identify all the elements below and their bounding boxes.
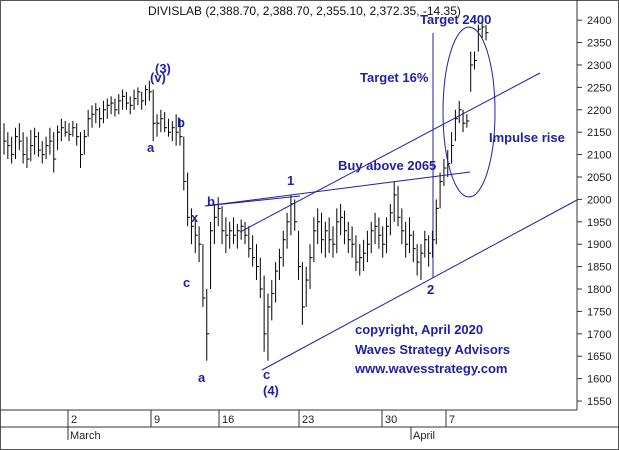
wave-lines [204, 26, 578, 371]
target-16-label: Target 16% [360, 70, 429, 85]
x-tick-label: 7 [449, 414, 455, 426]
x-tick-label: 30 [385, 414, 397, 426]
y-tick-label: 1550 [587, 396, 611, 408]
y-tick-label: 1850 [587, 262, 611, 274]
buy-above-label: Buy above 2065 [338, 158, 436, 173]
company-name: Waves Strategy Advisors [355, 342, 510, 357]
y-tick-label: 2100 [587, 150, 611, 162]
y-tick-label: 2300 [587, 60, 611, 72]
impulse-rise-label: Impulse rise [489, 130, 565, 145]
lower-channel-line [261, 199, 578, 371]
y-tick-label: 2400 [587, 15, 611, 27]
y-tick-label: 1750 [587, 306, 611, 318]
chart-title: DIVISLAB (2,388.70, 2,388.70, 2,355.10, … [148, 4, 461, 18]
wave-label-a-upper: a [147, 140, 155, 155]
x-tick-label: 16 [222, 414, 234, 426]
target-2400-label: Target 2400 [420, 12, 491, 27]
x-axis-ticks: 2 9 16 23 30 7 March April [67, 410, 455, 442]
y-tick-label: 2350 [587, 38, 611, 50]
wave-label-b-upper: b [177, 115, 185, 130]
wave-label-b-lower: b [207, 194, 215, 209]
y-tick-label: 1700 [587, 329, 611, 341]
upper-channel-line [239, 72, 541, 233]
y-tick-label: 1800 [587, 284, 611, 296]
wave-label-x: x [191, 210, 199, 225]
y-tick-label: 1650 [587, 351, 611, 363]
y-tick-label: 2150 [587, 127, 611, 139]
month-label: March [70, 430, 101, 442]
trend-line-b-to-peak [204, 171, 471, 207]
y-tick-label: 1600 [587, 374, 611, 386]
wave-label-1: 1 [287, 173, 294, 188]
y-tick-label: 2250 [587, 82, 611, 94]
y-tick-label: 1950 [587, 217, 611, 229]
copyright-text: copyright, April 2020 [355, 322, 483, 337]
x-tick-label: 9 [154, 414, 160, 426]
wave-label-v: (v) [150, 70, 166, 85]
wave-label-a-lower: a [198, 370, 206, 385]
y-tick-label: 1900 [587, 239, 611, 251]
wave-label-4: (4) [263, 383, 279, 398]
y-tick-label: 2200 [587, 105, 611, 117]
wave-label-c-left: c [183, 275, 190, 290]
wave-label-3: (3) [155, 61, 171, 76]
x-tick-label: 2 [71, 414, 77, 426]
impulse-ellipse [442, 26, 496, 198]
y-axis-ticks: 2400 2350 2300 2250 2200 2150 2100 2050 2000 1950… [577, 15, 611, 408]
y-tick-label: 2000 [587, 194, 611, 206]
wave-label-c-bottom: c [263, 367, 270, 382]
wave-label-2: 2 [427, 282, 434, 297]
month-label: April [413, 430, 435, 442]
ohlc-bars [3, 20, 489, 361]
x-tick-label: 23 [302, 414, 314, 426]
website-url: www.wavesstrategy.com [354, 361, 507, 376]
y-tick-label: 2050 [587, 172, 611, 184]
